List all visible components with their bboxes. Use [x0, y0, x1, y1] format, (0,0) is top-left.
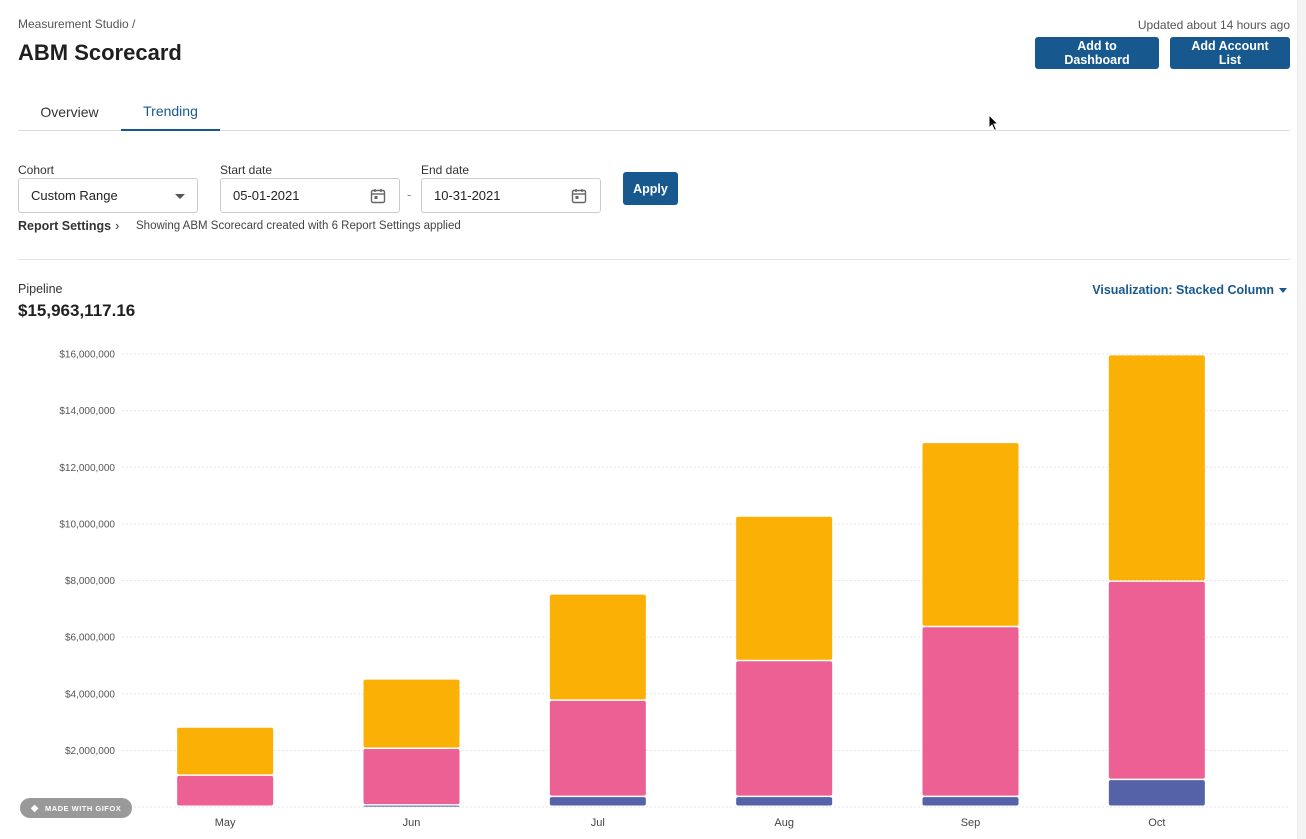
x-tick-label: Sep	[961, 817, 981, 829]
date-separator: -	[407, 187, 412, 202]
visualization-select[interactable]: Visualization: Stacked Column	[1092, 283, 1287, 297]
bar-segment	[736, 516, 833, 660]
chevron-down-icon	[175, 194, 185, 199]
y-tick-label: $6,000,000	[65, 633, 115, 644]
x-tick-label: Aug	[774, 817, 794, 829]
bar-segment	[922, 627, 1019, 796]
bar-segment	[736, 797, 833, 806]
bar-segment	[549, 700, 646, 796]
apply-button[interactable]: Apply	[623, 172, 678, 205]
visualization-label: Visualization: Stacked Column	[1092, 283, 1274, 297]
mouse-cursor-icon	[988, 114, 1000, 132]
end-date-label: End date	[421, 163, 470, 177]
tab-overview[interactable]: Overview	[40, 103, 99, 120]
bar-segment	[549, 797, 646, 806]
end-date-value: 10-31-2021	[434, 188, 501, 203]
scrollbar-track[interactable]	[1297, 0, 1306, 839]
metric-value: $15,963,117.16	[18, 301, 136, 320]
bar-segment	[177, 727, 274, 775]
bar-segment	[922, 443, 1019, 626]
bar-segment	[363, 679, 460, 748]
calendar-icon[interactable]	[369, 187, 387, 205]
tab-trending[interactable]: Trending	[121, 92, 220, 131]
y-tick-label: $16,000,000	[59, 350, 115, 361]
watermark-text: MADE WITH GIFOX	[44, 803, 122, 813]
start-date-label: Start date	[220, 163, 273, 177]
x-tick-label: Jun	[403, 817, 421, 829]
x-tick-label: Jul	[591, 817, 605, 829]
y-tick-label: $2,000,000	[65, 746, 115, 757]
cohort-label: Cohort	[18, 163, 55, 177]
report-settings-note: Showing ABM Scorecard created with 6 Rep…	[136, 220, 461, 232]
bar-segment	[177, 775, 274, 806]
y-tick-label: $10,000,000	[59, 519, 115, 530]
start-date-value: 05-01-2021	[233, 188, 300, 203]
tab-bar: Overview Trending	[18, 92, 1290, 131]
section-divider	[18, 259, 1290, 260]
add-to-dashboard-button[interactable]: Add to Dashboard	[1035, 37, 1159, 69]
y-tick-label: $4,000,000	[65, 689, 115, 700]
report-settings-label: Report Settings	[18, 219, 112, 233]
x-tick-label: Oct	[1148, 817, 1165, 829]
bar-segment	[363, 748, 460, 805]
stacked-column-chart: $2,000,000 $4,000,000 $6,000,000 $8,000,000…	[59, 350, 1290, 829]
chevron-right-icon: ›	[115, 219, 120, 233]
y-tick-label: $8,000,000	[65, 576, 115, 587]
page-title: ABM Scorecard	[18, 40, 182, 65]
bar-segment	[549, 594, 646, 700]
updated-timestamp: Updated about 14 hours ago	[1137, 18, 1290, 32]
y-tick-label: $12,000,000	[59, 463, 115, 474]
add-account-list-button[interactable]: Add Account List	[1170, 37, 1290, 69]
bar-segment	[1108, 355, 1205, 581]
y-tick-label: $14,000,000	[59, 406, 115, 417]
bar-segment	[736, 661, 833, 796]
bar-segment	[1108, 581, 1205, 779]
report-settings-link[interactable]: Report Settings ›	[18, 219, 119, 233]
bar-segment	[922, 797, 1019, 806]
bar-segment	[1108, 780, 1205, 806]
breadcrumb[interactable]: Measurement Studio /	[18, 17, 136, 31]
x-tick-label: May	[215, 817, 236, 829]
calendar-icon[interactable]	[570, 187, 588, 205]
chevron-down-icon	[1279, 287, 1287, 293]
fox-icon: ◆	[30, 802, 39, 814]
gifox-watermark: ◆ MADE WITH GIFOX	[20, 798, 132, 818]
start-date-input[interactable]: 05-01-2021	[220, 178, 400, 213]
end-date-input[interactable]: 10-31-2021	[421, 178, 601, 213]
cohort-value: Custom Range	[31, 188, 118, 203]
cohort-select[interactable]: Custom Range	[18, 178, 198, 213]
bar-segment	[363, 805, 460, 807]
metric-label: Pipeline	[18, 282, 63, 296]
